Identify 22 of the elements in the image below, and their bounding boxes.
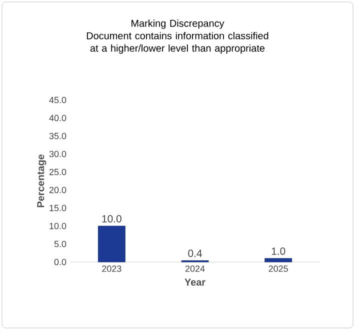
y-tick-label: 30.0: [49, 150, 66, 158]
x-tick-label: 2024: [185, 266, 205, 272]
chart-title: Marking Discrepancy: [132, 20, 224, 29]
x-tick-label: 2023: [102, 266, 122, 272]
y-tick-label: 40.0: [49, 114, 66, 122]
y-tick-label: 35.0: [49, 132, 66, 140]
y-tick-label: 20.0: [49, 186, 66, 194]
y-tick-label: 10.0: [50, 222, 66, 230]
y-tick-label: 5.0: [54, 240, 66, 248]
y-tick-label: 25.0: [49, 168, 66, 176]
y-tick-label: 45.0: [49, 96, 66, 104]
y-tick-label: 0.0: [54, 258, 66, 266]
bar: [98, 226, 126, 262]
y-tick-label: 15.0: [50, 204, 66, 212]
bar: [264, 258, 292, 262]
x-tick-label: 2025: [268, 266, 288, 272]
y-axis-title: Percentage: [37, 154, 46, 208]
x-axis-title: Year: [184, 278, 206, 286]
data-label: 1.0: [272, 247, 286, 255]
data-label: 0.4: [188, 250, 202, 258]
chart-subtitle: Document contains information classified at a higher/lower level than appropriate: [86, 32, 268, 54]
data-label: 10.0: [102, 215, 122, 222]
